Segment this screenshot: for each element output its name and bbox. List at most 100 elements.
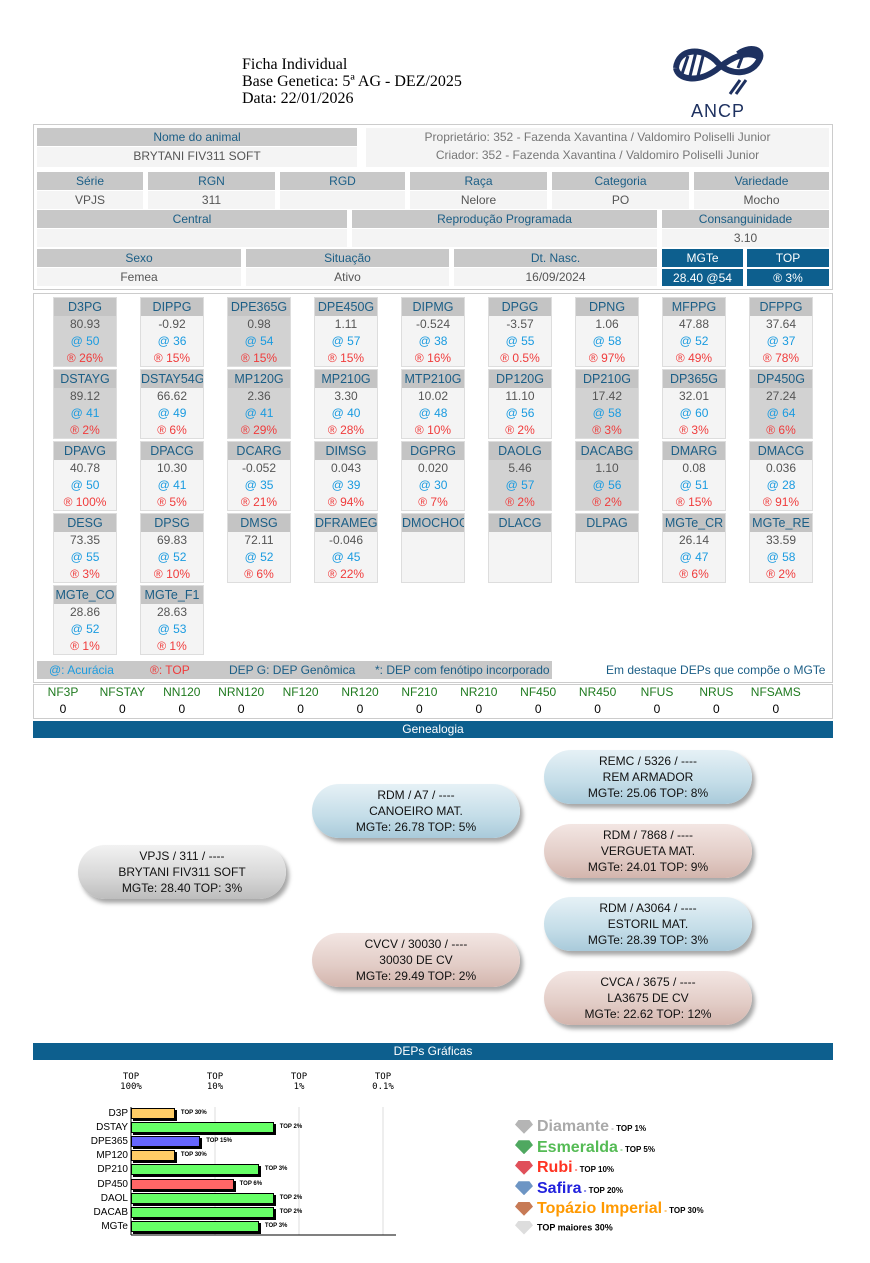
tick-pct: 10% xyxy=(206,1082,224,1092)
bar-label: TOP 3% xyxy=(264,1166,288,1173)
dep-card: DGPRG 0.020 @ 30 ® 7% xyxy=(401,441,465,511)
bar-category: DP450 xyxy=(97,1178,128,1190)
dep-top: ® 6% xyxy=(766,423,796,437)
pedigree-l1: RDM / A3064 / ---- xyxy=(599,901,697,915)
dep-top: ® 3% xyxy=(70,567,100,581)
dep-value: -3.57 xyxy=(506,317,534,331)
dep-accuracy: @ 28 xyxy=(766,478,796,492)
tick-label: TOP 100% xyxy=(111,1072,151,1092)
dep-card: MGTe_RE 33.59 @ 58 ® 2% xyxy=(749,513,813,583)
tick-pct: 0.1% xyxy=(372,1082,394,1092)
nf-value: 0 xyxy=(59,702,67,716)
dep-value: 72.11 xyxy=(244,533,274,547)
dep-accuracy: @ 58 xyxy=(766,550,796,564)
pedigree-l3: MGTe: 25.06 TOP: 8% xyxy=(587,786,709,800)
bar-label: TOP 2% xyxy=(279,1124,303,1131)
dep-top: ® 91% xyxy=(762,495,800,509)
dep-value: -0.92 xyxy=(158,317,186,331)
nf-name: NFUS xyxy=(640,685,674,699)
dep-accuracy: @ 38 xyxy=(418,334,448,348)
dep-card: DMARG 0.08 @ 51 ® 15% xyxy=(662,441,726,511)
bar-category: DPE365 xyxy=(90,1136,128,1148)
dep-accuracy: @ 52 xyxy=(244,550,274,564)
serie-value: VPJS xyxy=(37,191,143,209)
dep-top: ® 6% xyxy=(244,567,274,581)
nasc-label: Dt. Nasc. xyxy=(454,249,657,267)
dep-card: DLACG xyxy=(488,513,552,583)
tick-label: TOP 10% xyxy=(195,1072,235,1092)
dep-card: DPGG -3.57 @ 55 ® 0.5% xyxy=(488,297,552,367)
dep-accuracy: @ 60 xyxy=(679,406,709,420)
dep-name: DP120G xyxy=(489,370,551,388)
categoria-label: Categoria xyxy=(552,172,689,190)
nf-name: NF3P xyxy=(47,685,79,699)
gem-range: - TOP 30% xyxy=(662,1206,703,1215)
dep-name: DMACG xyxy=(750,442,812,460)
dep-name: MP120G xyxy=(228,370,290,388)
reproducao-label: Reprodução Programada xyxy=(352,210,657,228)
dep-accuracy: @ 39 xyxy=(331,478,361,492)
animal-info xyxy=(33,124,833,290)
dep-accuracy: @ 45 xyxy=(331,550,361,564)
variedade-value: Mocho xyxy=(694,191,829,209)
gem-range-text: TOP 20% xyxy=(588,1185,623,1195)
tick-top: TOP xyxy=(374,1072,392,1082)
gem-sep: - xyxy=(617,1144,626,1154)
dep-card: DPE365G 0.98 @ 54 ® 15% xyxy=(227,297,291,367)
bar-category: MGTe xyxy=(101,1220,128,1232)
nf-item: NF120 0 xyxy=(266,684,336,718)
dep-value: 69.83 xyxy=(156,533,188,547)
gem-legend-item: Diamante - TOP 1% xyxy=(515,1118,646,1136)
pedigree-l1: REMC / 5326 / ---- xyxy=(598,754,697,768)
dep-card: DSTAYG 89.12 @ 41 ® 2% xyxy=(53,369,117,439)
pedigree-l2: 30030 DE CV xyxy=(379,953,453,967)
gem-legend-item: TOP maiores 30% xyxy=(515,1220,613,1235)
dep-top: ® 10% xyxy=(414,423,452,437)
dep-card: DP450G 27.24 @ 64 ® 6% xyxy=(749,369,813,439)
dep-grid xyxy=(33,293,833,683)
dep-value: 28.86 xyxy=(69,605,101,619)
pedigree-l1: RDM / 7868 / ---- xyxy=(602,828,693,842)
dep-name: DFPPG xyxy=(750,298,812,316)
dep-name: MP210G xyxy=(315,370,377,388)
gem-range: - TOP 1% xyxy=(609,1124,646,1133)
dep-value: 33.59 xyxy=(765,533,797,547)
dep-name: DMOCHOG xyxy=(402,514,464,532)
gem-sep: - xyxy=(581,1185,589,1195)
report-header: Ficha Individual Base Genetica: 5ª AG - … xyxy=(242,56,462,107)
gem-sep: - xyxy=(572,1165,580,1174)
genetic-base: Base Genetica: 5ª AG - DEZ/2025 xyxy=(242,73,462,90)
dep-value: 80.93 xyxy=(69,317,101,331)
dep-card: DPE450G 1.11 @ 57 ® 15% xyxy=(314,297,378,367)
owner-block: Proprietário: 352 - Fazenda Xavantina / … xyxy=(366,128,829,167)
dep-name: DLACG xyxy=(489,514,551,532)
categoria-value: PO xyxy=(552,191,689,209)
dep-value: 1.06 xyxy=(595,317,619,331)
gem-range-text: TOP 1% xyxy=(616,1124,647,1133)
dep-name: DPAVG xyxy=(54,442,116,460)
dep-top: ® 49% xyxy=(675,351,713,365)
dep-card: DPNG 1.06 @ 58 ® 97% xyxy=(575,297,639,367)
graficas-bar: DEPs Gráficas xyxy=(33,1043,833,1060)
dep-name: DPNG xyxy=(576,298,638,316)
dep-top: ® 15% xyxy=(675,495,713,509)
dep-accuracy: @ 37 xyxy=(766,334,796,348)
dep-top: ® 15% xyxy=(153,351,191,365)
dep-top: ® 6% xyxy=(157,423,187,437)
gem-icon xyxy=(515,1220,533,1235)
gem-range: TOP maiores 30% xyxy=(537,1222,613,1232)
bar-label: TOP 6% xyxy=(239,1180,263,1187)
nf-item: NF210 0 xyxy=(384,684,454,718)
mgte-label: MGTe xyxy=(662,249,743,267)
dep-value: 1.10 xyxy=(595,461,619,475)
dep-top: ® 7% xyxy=(418,495,448,509)
dep-accuracy: @ 50 xyxy=(70,334,100,348)
dep-top: ® 22% xyxy=(327,567,365,581)
legend-fenotipo: *: DEP com fenótipo incorporado xyxy=(375,663,550,677)
dep-name: DMARG xyxy=(663,442,725,460)
top-value: ® 3% xyxy=(747,268,829,286)
dep-value: 27.24 xyxy=(765,389,797,403)
dep-accuracy: @ 35 xyxy=(244,478,274,492)
dep-top: ® 1% xyxy=(157,639,187,653)
dep-name: DLPAG xyxy=(576,514,638,532)
